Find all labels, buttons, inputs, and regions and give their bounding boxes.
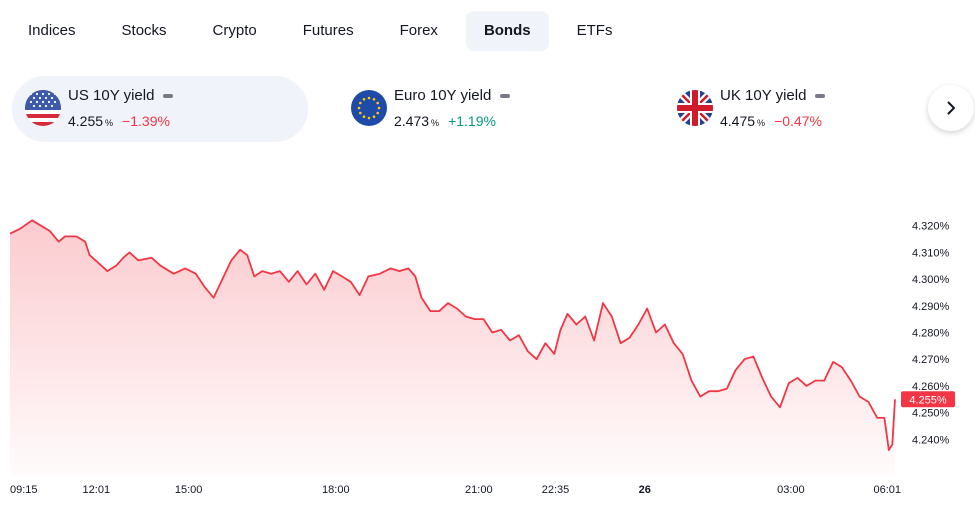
last-value-badge xyxy=(901,391,955,408)
card-unit: % xyxy=(757,118,766,128)
yield-card-uk[interactable]: UK 10Y yield 4.475% −0.47% xyxy=(664,76,960,142)
last-value-label: 4.255% xyxy=(909,394,947,406)
tab-indices[interactable]: Indices xyxy=(28,22,76,39)
y-tick-label: 4.300% xyxy=(912,274,950,286)
yield-card-us[interactable]: US 10Y yield 4.255% −1.39% xyxy=(12,76,308,142)
x-tick-label: 22:35 xyxy=(542,484,570,496)
y-tick-label: 4.320% xyxy=(912,221,950,233)
market-status-icon xyxy=(815,93,826,98)
y-tick-label: 4.290% xyxy=(912,301,950,313)
x-tick-label: 09:15 xyxy=(10,484,38,496)
card-change: +1.19% xyxy=(448,113,496,129)
market-status-icon xyxy=(500,93,511,98)
series-line xyxy=(9,219,896,451)
market-tabs: Indices Stocks Crypto Futures Forex Bond… xyxy=(10,11,640,51)
next-button[interactable] xyxy=(928,85,974,131)
card-change: −0.47% xyxy=(774,113,822,129)
y-tick-label: 4.240% xyxy=(912,434,950,446)
card-title: US 10Y yield xyxy=(68,87,155,104)
tab-stocks[interactable]: Stocks xyxy=(121,22,167,39)
x-tick-label: 12:01 xyxy=(83,484,111,496)
tab-bonds[interactable]: Bonds xyxy=(465,11,549,51)
chevron-right-icon xyxy=(947,101,955,115)
x-tick-label: 18:00 xyxy=(322,484,350,496)
area-fill xyxy=(10,220,895,475)
y-tick-label: 4.250% xyxy=(912,408,950,420)
card-change: −1.39% xyxy=(122,113,170,129)
y-tick-label: 4.310% xyxy=(912,247,950,259)
y-tick-label: 4.280% xyxy=(912,328,950,340)
tab-futures[interactable]: Futures xyxy=(302,22,354,39)
tab-forex[interactable]: Forex xyxy=(399,22,438,39)
card-unit: % xyxy=(105,118,114,128)
x-tick-label: 21:00 xyxy=(465,484,493,496)
tab-crypto[interactable]: Crypto xyxy=(212,22,257,39)
x-tick-label: 26 xyxy=(639,484,651,496)
us-flag-icon xyxy=(25,90,61,126)
card-value: 2.473 xyxy=(394,113,430,129)
tab-etfs[interactable]: ETFs xyxy=(576,22,613,39)
y-tick-label: 4.270% xyxy=(912,354,950,366)
card-unit: % xyxy=(431,118,440,128)
card-title: Euro 10Y yield xyxy=(394,87,492,104)
x-tick-label: 03:00 xyxy=(777,484,805,496)
yield-card-euro[interactable]: Euro 10Y yield 2.473% +1.19% xyxy=(338,76,634,142)
eu-flag-icon xyxy=(351,90,387,126)
card-value: 4.255 xyxy=(68,113,104,129)
card-value: 4.475 xyxy=(720,113,756,129)
card-title: UK 10Y yield xyxy=(720,87,807,104)
x-tick-label: 06:01 xyxy=(873,484,901,496)
x-tick-label: 15:00 xyxy=(175,484,203,496)
market-status-icon xyxy=(163,93,174,98)
y-tick-label: 4.260% xyxy=(912,381,950,393)
